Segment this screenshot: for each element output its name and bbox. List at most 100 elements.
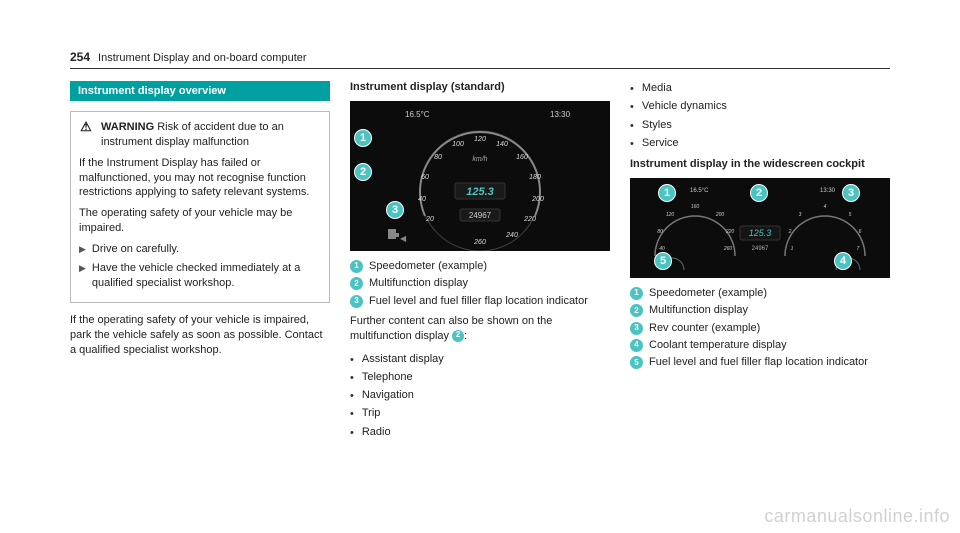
svg-text:5: 5: [849, 212, 852, 218]
svg-text:220: 220: [523, 216, 536, 223]
legend-item: 2 Multifunction display: [350, 276, 610, 290]
list-text: Assistant display: [362, 352, 444, 366]
legend-number-icon: 3: [350, 295, 363, 308]
svg-text:20: 20: [425, 216, 434, 223]
list-item: • Styles: [630, 118, 890, 132]
warning-label: WARNING: [101, 121, 154, 133]
svg-text:180: 180: [529, 174, 541, 181]
list-item: •Navigation: [350, 388, 610, 402]
svg-text:260: 260: [473, 239, 486, 246]
header-title: Instrument Display and on-board computer: [98, 52, 307, 64]
legend-text: Multifunction display: [649, 303, 748, 317]
subheading: Instrument display in the widescreen coc…: [630, 158, 890, 170]
svg-text:260: 260: [723, 246, 733, 252]
list-text: Trip: [362, 406, 381, 420]
list-text: Radio: [362, 425, 391, 439]
svg-text:1: 1: [791, 246, 794, 252]
bullet-icon: •: [350, 406, 354, 420]
legend-text: Multifunction display: [369, 276, 468, 290]
svg-text:◀: ◀: [400, 234, 407, 243]
watermark: carmanualsonline.info: [764, 506, 950, 527]
svg-text:24967: 24967: [752, 246, 769, 252]
legend-text: Rev counter (example): [649, 321, 760, 335]
bullet-icon: •: [630, 99, 634, 113]
svg-text:4: 4: [824, 204, 827, 210]
triangle-bullet-icon: ▶: [79, 242, 86, 257]
svg-text:125.3: 125.3: [749, 228, 772, 238]
page-number: 254: [70, 50, 90, 64]
svg-text:100: 100: [452, 141, 464, 148]
list-item: • Service: [630, 136, 890, 150]
text-fragment: :: [464, 330, 467, 342]
list-text: Vehicle dynamics: [642, 99, 727, 113]
svg-text:200: 200: [531, 196, 544, 203]
content-columns: Instrument display overview ⚠ WARNING Ri…: [70, 81, 890, 443]
warning-paragraph-1: If the Instrument Display has failed or …: [79, 156, 321, 201]
svg-text:16.5°C: 16.5°C: [690, 188, 709, 194]
svg-text:2: 2: [788, 229, 792, 235]
legend-item: 3 Rev counter (example): [630, 321, 890, 335]
svg-text:220: 220: [725, 229, 735, 235]
list-item: • Vehicle dynamics: [630, 99, 890, 113]
legend-text: Fuel level and fuel filler flap location…: [369, 294, 588, 308]
list-item: •Media: [630, 81, 890, 95]
legend-text: Speedometer (example): [649, 286, 767, 300]
section-heading: Instrument display overview: [70, 81, 330, 101]
legend-item: 2Multifunction display: [630, 303, 890, 317]
list-item: •Radio: [350, 425, 610, 439]
list-item: • Telephone: [350, 370, 610, 384]
svg-text:120: 120: [666, 212, 675, 218]
svg-text:6: 6: [859, 229, 862, 235]
warning-action-2: ▶ Have the vehicle checked immediately a…: [79, 261, 321, 291]
svg-text:80: 80: [434, 154, 442, 161]
gauge-time: 13:30: [550, 110, 571, 119]
bullet-icon: •: [630, 118, 634, 132]
content-bullet-list-continued: •Media • Vehicle dynamics • Styles • Servic…: [630, 81, 890, 150]
svg-text:120: 120: [474, 136, 486, 143]
svg-text:7: 7: [857, 246, 860, 252]
legend-item: 1 Speedometer (example): [630, 286, 890, 300]
svg-text:140: 140: [496, 141, 508, 148]
text-fragment: Further content can also be shown on the…: [350, 315, 552, 342]
warning-icon: ⚠: [79, 120, 93, 134]
svg-text:160: 160: [691, 204, 700, 210]
svg-text:160: 160: [516, 154, 528, 161]
column-2: Instrument display (standard) 16.5°C 13:…: [350, 81, 610, 443]
legend-item: 3 Fuel level and fuel filler flap locatio…: [350, 294, 610, 308]
figure-legend: 1 Speedometer (example) 2Multifunction di…: [630, 286, 890, 369]
inline-ref-icon: 2: [452, 330, 464, 342]
list-text: Service: [642, 136, 679, 150]
warning-action-text: Have the vehicle checked immediately at …: [92, 261, 321, 291]
svg-text:125.3: 125.3: [466, 186, 494, 198]
legend-text: Speedometer (example): [369, 259, 487, 273]
svg-text:80: 80: [657, 229, 663, 235]
svg-text:km/h: km/h: [472, 156, 487, 163]
column-3: •Media • Vehicle dynamics • Styles • Servic…: [630, 81, 890, 443]
callout-2: 2: [354, 163, 372, 181]
legend-text: Fuel level and fuel filler flap location…: [649, 355, 868, 369]
further-content-text: Further content can also be shown on the…: [350, 314, 610, 344]
list-item: • Trip: [350, 406, 610, 420]
content-bullet-list: •Assistant display •Telephone •Navigatio…: [350, 352, 610, 439]
list-text: Telephone: [362, 370, 413, 384]
legend-number-icon: 1: [630, 287, 643, 300]
bullet-icon: •: [630, 136, 634, 150]
bullet-icon: •: [350, 388, 354, 402]
bullet-icon: •: [350, 370, 354, 384]
svg-text:60: 60: [421, 174, 429, 181]
svg-text:24967: 24967: [469, 211, 492, 220]
legend-number-icon: 5: [630, 356, 643, 369]
legend-number-icon: 4: [630, 339, 643, 352]
legend-number-icon: 2: [350, 277, 363, 290]
svg-text:240: 240: [505, 232, 518, 239]
list-item: •Assistant display: [350, 352, 610, 366]
triangle-bullet-icon: ▶: [79, 261, 86, 291]
list-text: Styles: [642, 118, 672, 132]
svg-text:40: 40: [418, 196, 426, 203]
callout-1: 1: [354, 129, 372, 147]
svg-text:200: 200: [715, 212, 725, 218]
legend-item: 1Speedometer (example): [350, 259, 610, 273]
gauge-temp: 16.5°C: [405, 110, 430, 119]
legend-number-icon: 3: [630, 322, 643, 335]
warning-box: ⚠ WARNING Risk of accident due to an ins…: [70, 111, 330, 303]
